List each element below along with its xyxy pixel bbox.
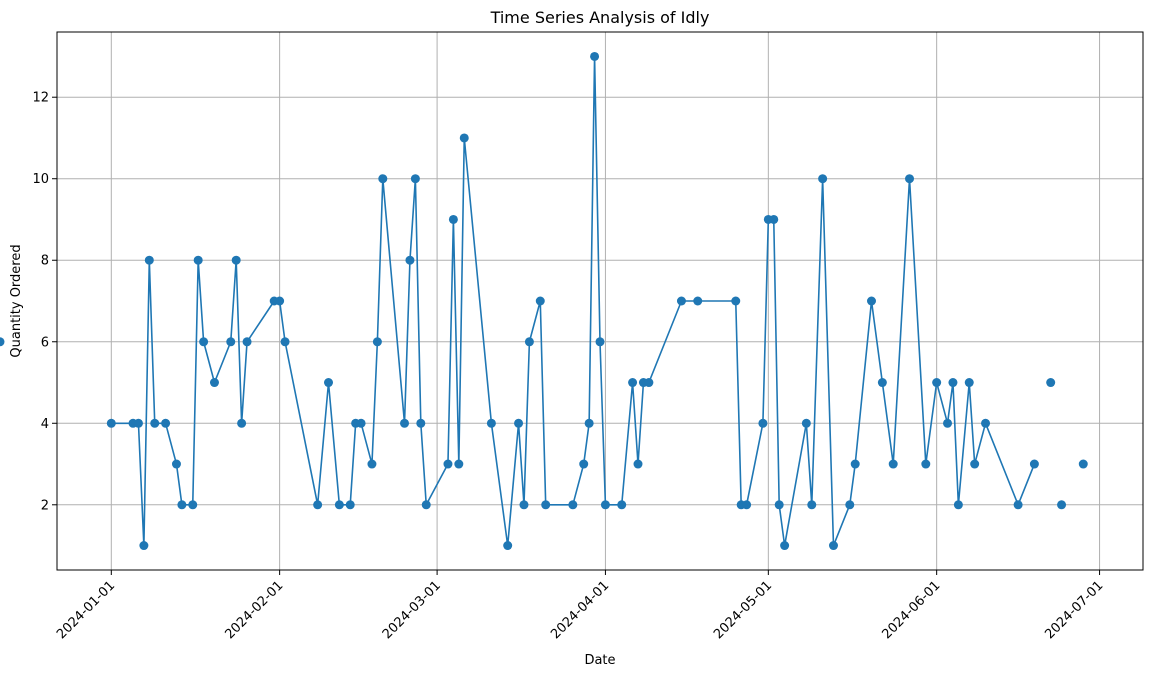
data-point	[356, 418, 366, 428]
data-point	[850, 459, 860, 469]
series-line	[111, 55, 1036, 547]
data-point	[199, 337, 209, 347]
data-point	[584, 418, 594, 428]
data-point	[231, 255, 241, 265]
data-point	[139, 541, 149, 551]
data-point	[421, 500, 431, 510]
data-point	[1078, 459, 1088, 469]
data-point	[345, 500, 355, 510]
data-point	[948, 378, 958, 388]
data-point	[1029, 459, 1039, 469]
data-point	[161, 418, 171, 428]
data-point	[367, 459, 377, 469]
data-point	[867, 296, 876, 306]
data-point	[242, 337, 252, 347]
data-point	[448, 214, 458, 224]
data-point	[905, 174, 915, 184]
data-point	[0, 337, 5, 347]
data-point	[953, 500, 963, 510]
data-point	[568, 500, 578, 510]
data-point	[780, 541, 790, 551]
y-tick-label: 2	[41, 498, 49, 513]
data-point	[600, 500, 610, 510]
data-point	[970, 459, 980, 469]
data-point	[801, 418, 811, 428]
y-tick-label: 12	[32, 91, 49, 106]
data-point	[150, 418, 160, 428]
y-axis-label: Quantity Ordered	[9, 244, 24, 357]
data-point	[209, 378, 219, 388]
data-point	[590, 51, 600, 61]
data-point	[676, 296, 686, 306]
data-point	[943, 418, 953, 428]
data-point	[334, 500, 344, 510]
data-point	[193, 255, 203, 265]
data-point	[921, 459, 931, 469]
data-point	[324, 378, 333, 388]
data-point	[313, 500, 323, 510]
data-point	[372, 337, 382, 347]
data-point	[932, 378, 942, 388]
data-point	[888, 459, 898, 469]
data-point	[280, 337, 290, 347]
data-point	[188, 500, 198, 510]
data-point	[541, 500, 551, 510]
data-point	[519, 500, 529, 510]
data-point	[1046, 378, 1056, 388]
x-axis-label: Date	[584, 653, 615, 668]
data-point	[742, 500, 752, 510]
data-point	[828, 541, 838, 551]
data-point	[171, 459, 181, 469]
data-point	[400, 418, 410, 428]
data-point	[535, 296, 545, 306]
data-point	[443, 459, 453, 469]
data-point	[774, 500, 784, 510]
data-point	[877, 378, 887, 388]
data-point	[628, 378, 638, 388]
data-point	[758, 418, 768, 428]
data-point	[405, 255, 415, 265]
data-point	[1013, 500, 1023, 510]
data-point	[410, 174, 420, 184]
y-tick-label: 6	[41, 335, 49, 350]
data-point	[226, 337, 236, 347]
y-tick-label: 10	[32, 172, 49, 187]
data-point	[459, 133, 469, 143]
data-point	[595, 337, 605, 347]
data-point	[579, 459, 589, 469]
data-point	[275, 296, 285, 306]
data-point	[693, 296, 703, 306]
data-point	[964, 378, 974, 388]
data-point	[454, 459, 464, 469]
data-point	[807, 500, 817, 510]
data-point	[981, 418, 991, 428]
data-point	[845, 500, 855, 510]
data-point	[731, 296, 741, 306]
data-point	[177, 500, 187, 510]
data-point	[416, 418, 426, 428]
data-point	[378, 174, 388, 184]
data-point	[769, 214, 779, 224]
y-tick-label: 8	[41, 254, 49, 269]
plot-area-frame	[56, 31, 1144, 571]
data-point	[514, 418, 524, 428]
data-point	[818, 174, 828, 184]
data-point	[617, 500, 627, 510]
data-point	[524, 337, 534, 347]
y-tick-label: 4	[41, 417, 49, 432]
data-point	[133, 418, 143, 428]
series-layer	[0, 51, 1088, 551]
data-point	[644, 378, 654, 388]
data-point	[486, 418, 496, 428]
data-point	[633, 459, 643, 469]
data-point	[237, 418, 247, 428]
chart-title: Time Series Analysis of Idly	[490, 8, 710, 27]
data-point	[1057, 500, 1067, 510]
data-point	[503, 541, 513, 551]
data-point	[106, 418, 116, 428]
data-point	[144, 255, 154, 265]
